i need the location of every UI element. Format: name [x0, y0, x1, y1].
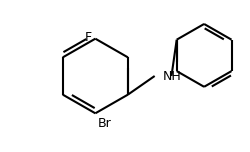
- Text: F: F: [85, 31, 92, 44]
- Text: Br: Br: [97, 117, 111, 130]
- Text: NH: NH: [162, 69, 181, 83]
